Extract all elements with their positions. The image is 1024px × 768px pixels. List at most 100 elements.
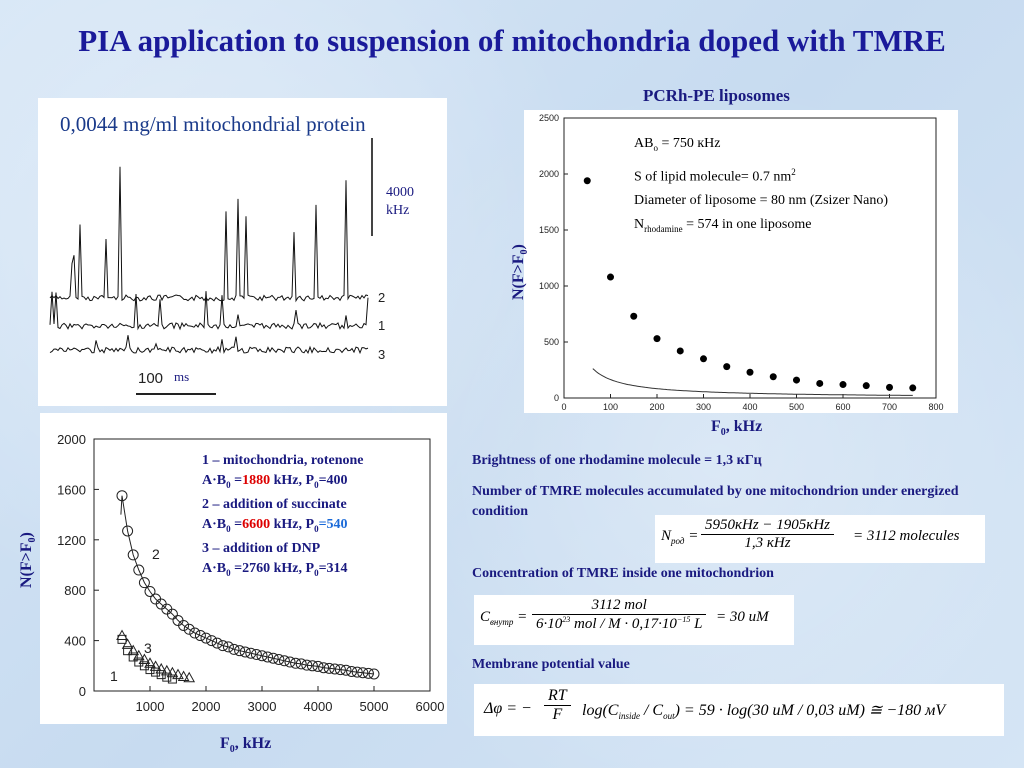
data-point-series-2 <box>278 655 290 667</box>
scale-unit: kHz <box>386 203 410 218</box>
y-tick-label: 2000 <box>57 432 86 447</box>
data-point-series-2 <box>222 641 234 653</box>
data-point-series-2 <box>256 650 268 662</box>
trace-3 <box>49 335 369 355</box>
data-point-series-2 <box>194 630 206 642</box>
data-point-series-2 <box>122 525 134 537</box>
data-point-series-2 <box>245 647 257 659</box>
data-point-series-2 <box>217 640 229 652</box>
legend-line: 3 – addition of DNP <box>202 540 321 556</box>
data-point <box>886 383 893 391</box>
data-point-series-2 <box>312 660 324 672</box>
curve-label-1: 1 <box>110 668 118 684</box>
x-tick-label: 1000 <box>136 699 165 714</box>
x-tick-label: 500 <box>789 402 804 412</box>
data-point-series-2 <box>284 656 296 668</box>
lipid-area-annotation: S of lipid molecule= 0.7 nm2 <box>634 166 796 185</box>
data-point-series-2 <box>290 657 302 669</box>
trace-1 <box>49 291 369 331</box>
mitochondria-chart-panel: 0 400 800 1200 1600 2000 1000 2000 3000 4000 5000 6… <box>40 413 447 724</box>
data-point <box>746 368 754 376</box>
trace-plot: 100 ms 2 1 3 <box>49 138 385 395</box>
data-point-series-2 <box>295 658 307 670</box>
concentration-note: Concentration of TMRE inside one mitocho… <box>472 566 774 581</box>
formula-c-inner: Cвнутр = 3112 mol 6·1023 mol / M · 0,17·… <box>474 595 794 645</box>
data-point-series-3 <box>144 657 156 668</box>
y-tick-label: 2000 <box>539 169 559 179</box>
legend-line: A·B0 =6600 kHz, P0=540 <box>202 516 348 534</box>
data-point-series-2 <box>239 646 251 658</box>
data-point-series-2 <box>133 564 145 576</box>
data-point-series-3 <box>127 644 140 656</box>
diameter-annotation: Diameter of liposome = 80 nm (Zsizer Nan… <box>634 193 888 209</box>
data-point-series-3 <box>132 649 145 661</box>
data-point-series-2 <box>116 490 128 502</box>
data-point-series-2 <box>346 665 358 677</box>
data-point-series-3 <box>172 668 184 680</box>
y-tick-label: 400 <box>64 634 86 649</box>
x-tick-label: 300 <box>696 402 711 412</box>
legend-line: A·B0 =1880 kHz, P0=400 <box>202 473 348 490</box>
trace-panel: 0,0044 mg/ml mitochondrial protein 4000 … <box>38 98 447 406</box>
slide-title: PIA application to suspension of mitocho… <box>78 23 946 58</box>
data-point <box>862 382 870 390</box>
x-tick-label: 400 <box>742 402 757 412</box>
data-point-series-2 <box>250 648 262 660</box>
data-point-series-2 <box>323 662 335 674</box>
data-point-series-1 <box>162 672 172 682</box>
y-tick-label: 0 <box>554 393 559 403</box>
data-point-series-3 <box>166 666 179 678</box>
data-point-series-2 <box>306 660 318 672</box>
data-point <box>723 363 731 371</box>
data-point-series-2 <box>329 663 341 675</box>
scale-bar-label: 4000 kHz <box>386 184 414 220</box>
formula-delta-phi: Δφ = − RT F log(Cinside / Cout) = 59 · l… <box>474 684 1004 736</box>
y-tick-label: 1000 <box>539 281 559 291</box>
legend-line: 2 – addition of succinate <box>202 496 347 512</box>
data-point-series-1 <box>151 667 161 677</box>
y-tick-label: 1200 <box>57 533 86 548</box>
data-point-series-1 <box>156 670 166 680</box>
trace-label-2: 2 <box>378 290 385 305</box>
data-point <box>700 355 707 363</box>
data-point-series-2 <box>301 659 313 671</box>
brightness-note: Brightness of one rhodamine molecule = 1… <box>472 453 762 468</box>
lower-xlabel: F0, kHz <box>220 735 272 756</box>
data-point-series-2 <box>351 666 363 678</box>
data-point-series-2 <box>357 667 369 679</box>
legend-line: 1 – mitochondria, rotenone <box>202 453 364 468</box>
data-point-series-2 <box>368 668 380 680</box>
data-point <box>676 347 684 355</box>
trace-caption: 0,0044 mg/ml mitochondrial protein <box>60 112 366 136</box>
upper-xlabel: F0, kHz <box>711 418 763 439</box>
x-tick-label: 700 <box>882 402 897 412</box>
data-point-series-2 <box>262 651 274 663</box>
data-point-series-2 <box>144 585 156 597</box>
data-point-series-2 <box>228 643 240 655</box>
tmre-number-note: Number of TMRE molecules accumulated by … <box>472 484 959 519</box>
x-tick-label: 6000 <box>416 699 445 714</box>
data-point <box>909 384 917 392</box>
x-tick-label: 2000 <box>192 699 221 714</box>
lower-ylabel: N(F>F0) <box>17 532 39 589</box>
upper-ylabel: N(F>F0) <box>509 244 531 301</box>
scale-value: 4000 <box>386 185 414 200</box>
x-tick-label: 5000 <box>360 699 389 714</box>
membrane-note: Membrane potential value <box>472 657 630 672</box>
data-point <box>793 376 800 384</box>
data-point-series-2 <box>178 619 190 631</box>
x-tick-label: 0 <box>561 402 566 412</box>
data-point-series-1 <box>123 646 133 656</box>
time-unit: ms <box>174 369 189 384</box>
x-tick-label: 100 <box>603 402 618 412</box>
data-point-series-2 <box>318 662 330 674</box>
data-point <box>607 273 614 281</box>
data-point-series-1 <box>117 634 127 644</box>
x-tick-label: 600 <box>835 402 850 412</box>
liposome-chart: 0 500 1000 1500 2000 2500 0 100 200 300 400 500 600 7… <box>539 113 944 412</box>
data-point-series-2 <box>183 623 195 635</box>
formula-n-rod: Nрод = 5950кHz − 1905кHz 1,3 кHz = 3112 … <box>655 515 985 563</box>
x-tick-label: 4000 <box>304 699 333 714</box>
curve-label-3: 3 <box>144 640 152 656</box>
data-point <box>630 312 638 320</box>
